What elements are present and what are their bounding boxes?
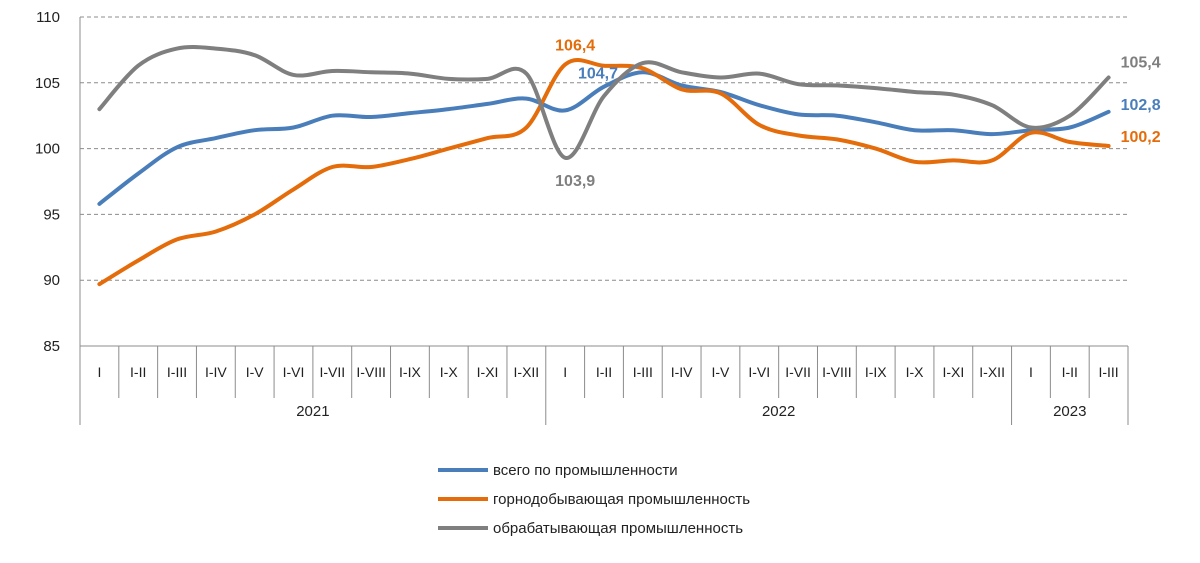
x-tick-label: I-III: [633, 364, 653, 380]
x-tick-label: I-IV: [671, 364, 693, 380]
x-axis: I I-II I-III I-IV I-V I-VI I-VII I-VIII I-IX I-X I…: [79, 17, 1129, 425]
y-axis-ticks: 85 90 95 100 105 110: [35, 9, 60, 355]
x-tick-label: I: [563, 364, 567, 380]
x-tick-label: I-VIII: [822, 364, 852, 380]
x-tick-label: I: [97, 364, 101, 380]
data-label-manufacturing: 105,4: [1121, 55, 1161, 72]
x-tick-label: I-VII: [785, 364, 811, 380]
y-tick-label: 105: [35, 75, 60, 92]
x-tick-label: I-IX: [865, 364, 887, 380]
year-label: 2021: [296, 403, 329, 420]
x-tick-label: I-XII: [514, 364, 540, 380]
x-tick-label: I-IV: [205, 364, 227, 380]
legend-label-mining: горнодобывающая промышленность: [493, 491, 750, 508]
series-line-total-industry: [97, 70, 1111, 206]
year-label: 2023: [1053, 403, 1086, 420]
data-label-mining: 100,2: [1121, 129, 1161, 146]
x-tick-label: I-XII: [979, 364, 1005, 380]
data-label-manufacturing: 103,9: [555, 173, 595, 190]
x-tick-label: I-VI: [283, 364, 305, 380]
y-tick-label: 110: [36, 9, 60, 26]
x-tick-label: I-III: [1098, 364, 1118, 380]
gridlines: [80, 16, 1128, 281]
series-lines: [97, 45, 1111, 287]
x-tick-label: I: [1029, 364, 1033, 380]
x-tick-label: I-VI: [748, 364, 770, 380]
data-label-total-industry: 104,7: [578, 66, 618, 83]
data-label-total-industry: 102,8: [1121, 97, 1161, 114]
x-tick-label: I-VIII: [356, 364, 386, 380]
series-line-mining: [97, 58, 1111, 287]
year-label: 2022: [762, 403, 795, 420]
legend-label-manufacturing: обрабатывающая промышленность: [493, 520, 743, 537]
legend: всего по промышленности горнодобывающая п…: [438, 462, 750, 537]
data-labels: 104,7 102,8 106,4 100,2 103,9 105,4: [555, 37, 1161, 189]
x-tick-label: I-II: [1062, 364, 1078, 380]
x-tick-label: I-IX: [399, 364, 421, 380]
x-tick-label: I-X: [440, 364, 459, 380]
x-tick-label: I-II: [130, 364, 146, 380]
x-tick-label: I-V: [711, 364, 730, 380]
data-label-mining: 106,4: [555, 37, 595, 54]
x-tick-label: I-X: [906, 364, 925, 380]
x-tick-label: I-XI: [477, 364, 499, 380]
y-tick-label: 85: [43, 338, 60, 355]
y-tick-label: 95: [43, 206, 60, 223]
x-tick-label: I-V: [246, 364, 265, 380]
x-tick-label: I-XI: [942, 364, 964, 380]
y-tick-label: 90: [43, 272, 60, 289]
x-tick-label: I-II: [596, 364, 612, 380]
x-tick-label: I-III: [167, 364, 187, 380]
series-line-manufacturing: [97, 45, 1111, 160]
y-tick-label: 100: [35, 141, 60, 158]
legend-label-total-industry: всего по промышленности: [493, 462, 678, 479]
x-tick-label: I-VII: [319, 364, 345, 380]
